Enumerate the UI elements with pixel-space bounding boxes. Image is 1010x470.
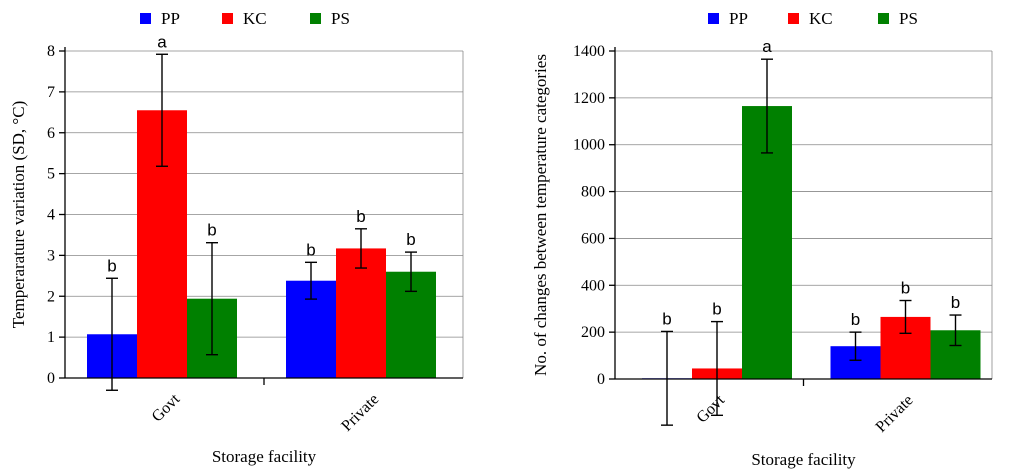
significance-letter: b (306, 240, 315, 259)
y-tick-label: 600 (581, 230, 605, 247)
y-tick-label: 800 (581, 184, 605, 201)
legend-label: PS (899, 9, 918, 28)
legend-label: PP (161, 9, 180, 28)
left-chart: b b a b b b 0 1 2 3 4 5 6 7 8 Govt Private Temperarature … (9, 9, 464, 466)
y-tick-label: 400 (581, 277, 605, 294)
y-tick-label: 1000 (573, 137, 605, 154)
legend-label: PP (729, 9, 748, 28)
x-tick-label: Govt (149, 390, 184, 425)
bar-kc-private (336, 248, 386, 378)
y-tick-label: 0 (597, 371, 605, 388)
x-tick-label: Private (873, 392, 917, 436)
y-tick-label: 1400 (573, 43, 605, 60)
legend-swatch (310, 13, 321, 24)
significance-letter: b (851, 310, 860, 329)
x-axis-title: Storage facility (212, 447, 317, 466)
legend-swatch (708, 13, 719, 24)
y-tick-label: 0 (47, 370, 55, 387)
right-chart: b b b b a b 0 200 400 600 800 1000 1200 1400 Govt Priva… (531, 9, 993, 469)
x-tick-label: Private (338, 391, 382, 435)
x-tick-label: Govt (693, 391, 728, 426)
significance-letter: b (356, 207, 365, 226)
legend-swatch (788, 13, 799, 24)
x-axis-title: Storage facility (751, 450, 856, 469)
significance-letter: b (107, 256, 116, 275)
legend-swatch (878, 13, 889, 24)
y-axis-title: No. of changes between temperature categ… (531, 54, 550, 376)
legend-label: KC (243, 9, 267, 28)
y-tick-label: 1200 (573, 90, 605, 107)
y-tick-label: 3 (47, 247, 55, 264)
significance-letter: b (662, 309, 671, 328)
y-tick-label: 7 (47, 84, 55, 101)
y-tick-label: 8 (47, 43, 55, 60)
significance-letter: b (406, 230, 415, 249)
legend-label: PS (331, 9, 350, 28)
significance-letter: a (157, 32, 167, 51)
significance-letter: b (901, 279, 910, 298)
y-axis-title: Temperarature variation (SD, °C) (9, 101, 28, 328)
y-tick-label: 4 (47, 207, 55, 224)
legend-swatch (222, 13, 233, 24)
significance-letter: b (207, 221, 216, 240)
y-tick-label: 6 (47, 125, 55, 142)
significance-letter: b (712, 300, 721, 319)
significance-letter: a (762, 37, 772, 56)
y-tick-label: 200 (581, 324, 605, 341)
significance-letter: b (951, 293, 960, 312)
y-tick-label: 1 (47, 329, 55, 346)
y-tick-label: 2 (47, 288, 55, 305)
legend-label: KC (809, 9, 833, 28)
legend-swatch (140, 13, 151, 24)
y-tick-label: 5 (47, 166, 55, 183)
